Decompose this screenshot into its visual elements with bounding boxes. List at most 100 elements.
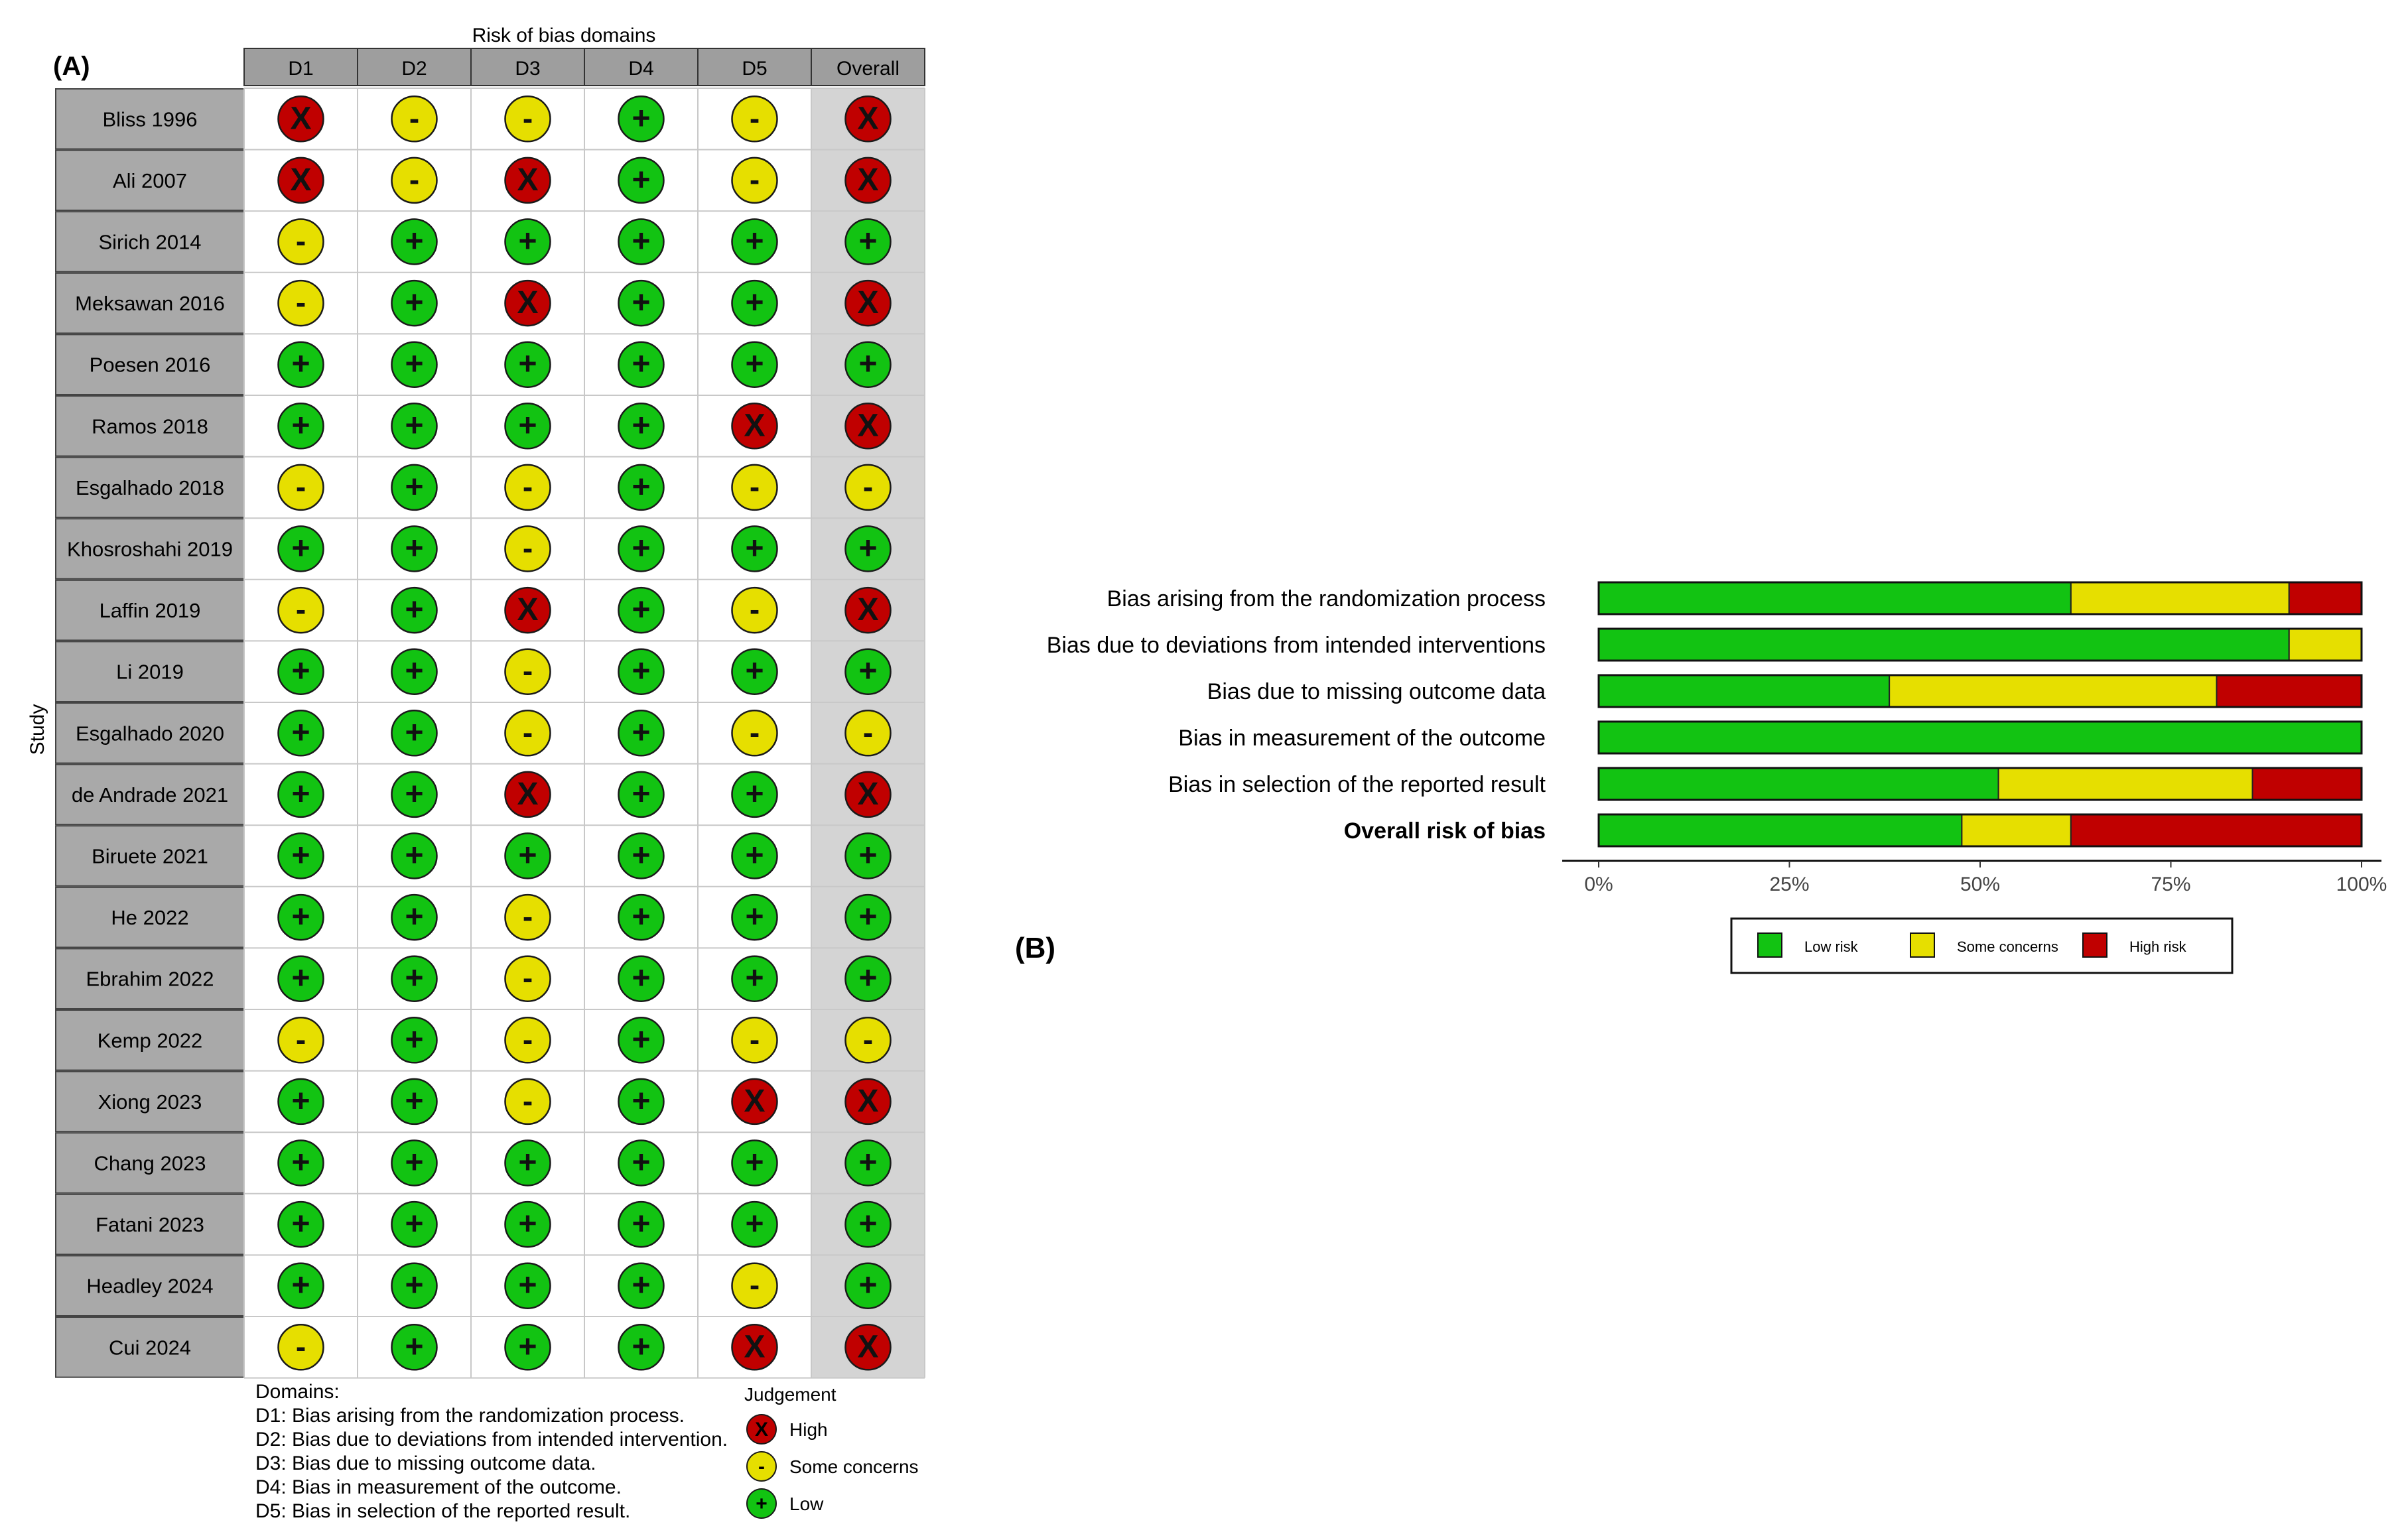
panel-b-label: (B): [1015, 932, 1055, 964]
judgement-low-marker: +: [618, 1200, 665, 1248]
judgement-circle: [391, 710, 438, 757]
study-label: Poesen 2016: [90, 353, 211, 377]
judgement-circle: [391, 157, 438, 204]
bar-category-label: Bias arising from the randomization proc…: [1107, 586, 1546, 611]
judgement-low-marker: +: [504, 1324, 551, 1371]
judgement-symbol: +: [518, 1329, 537, 1364]
judgement-high-marker: X: [844, 279, 892, 327]
judgement-circle: [277, 586, 324, 634]
legend-label-low-risk: Low risk: [1804, 938, 1859, 955]
judgement-symbol: X: [517, 285, 538, 320]
study-label: He 2022: [111, 906, 188, 929]
bar-segment-low-risk: [1598, 582, 2072, 615]
judgement-circle: [504, 710, 551, 757]
judgement-symbol: +: [632, 1084, 650, 1119]
domains-legend-title: Domains:: [255, 1381, 340, 1403]
study-row-cell: [55, 579, 245, 641]
judgement-circle: [504, 586, 551, 634]
judgement-symbol: +: [405, 1206, 423, 1242]
judgement-circle: [618, 157, 665, 204]
judgement-low-marker: +: [731, 893, 778, 941]
judgement-circle: [504, 893, 551, 941]
judgement-low-marker: +: [277, 893, 324, 941]
study-label: Laffin 2019: [100, 599, 201, 622]
judgement-symbol: -: [750, 101, 760, 135]
study-label: Meksawan 2016: [75, 292, 225, 315]
bar-category-label: Bias due to deviations from intended int…: [1047, 633, 1546, 658]
study-label: Khosroshahi 2019: [67, 538, 233, 561]
judgement-symbol: X: [744, 1084, 765, 1119]
judgement-some-marker: -: [504, 1078, 551, 1125]
judgement-high-marker: X: [731, 403, 778, 450]
domain-header-overall: Overall: [836, 58, 900, 80]
judgement-circle: [504, 1139, 551, 1187]
judgement-symbol: +: [291, 777, 310, 812]
judgement-low-marker: +: [844, 341, 892, 388]
legend-low-circle: [746, 1488, 777, 1519]
judgement-symbol: -: [296, 470, 306, 504]
judgement-symbol: +: [518, 1268, 537, 1303]
judgement-some-marker: -: [391, 157, 438, 204]
judgement-low-marker: +: [618, 893, 665, 941]
bar-legend-box: [1730, 917, 2234, 974]
judgement-circle: [731, 279, 778, 327]
x-tick-label: 50%: [1960, 873, 2000, 895]
judgement-symbol: +: [858, 654, 877, 689]
judgement-low-marker: +: [618, 955, 665, 1002]
legend-high-circle: [746, 1414, 777, 1444]
judgement-circle: [618, 586, 665, 634]
judgement-some-marker: -: [277, 464, 324, 511]
judgement-high-marker: X: [277, 157, 324, 204]
judgement-symbol: +: [745, 899, 764, 934]
judgement-high-marker: X: [844, 1078, 892, 1125]
judgement-circle: [277, 955, 324, 1002]
judgement-low-marker: +: [504, 218, 551, 265]
study-row-cell: [55, 149, 245, 212]
judgement-symbol: +: [291, 1145, 310, 1181]
judgement-circle: [391, 893, 438, 941]
judgement-legend-title: Judgement: [744, 1384, 836, 1405]
judgement-low-marker: +: [731, 525, 778, 572]
judgement-high-marker: X: [731, 1324, 778, 1371]
bar-segment-low-risk: [1598, 628, 2290, 661]
judgement-symbol: +: [405, 654, 423, 689]
judgement-circle: [504, 96, 551, 143]
judgement-circle: [277, 218, 324, 265]
judgement-symbol: -: [523, 531, 533, 566]
judgement-circle: [618, 1017, 665, 1064]
judgement-low-marker: +: [731, 218, 778, 265]
judgement-some-marker: -: [844, 710, 892, 757]
judgement-symbol: +: [745, 224, 764, 259]
judgement-circle: [391, 1139, 438, 1187]
judgement-symbol: +: [745, 531, 764, 566]
domain-header-cell-d3: [470, 48, 585, 86]
judgement-circle: [844, 1078, 892, 1125]
judgement-low-marker: +: [731, 1139, 778, 1187]
judgement-symbol: X: [857, 777, 878, 812]
judgement-circle: [391, 279, 438, 327]
judgement-circle: [277, 403, 324, 450]
judgement-circle: [844, 218, 892, 265]
judgement-circle: [391, 955, 438, 1002]
judgement-low-marker: +: [277, 1078, 324, 1125]
legend-some-label: Some concerns: [789, 1456, 919, 1477]
judgement-circle: [504, 525, 551, 572]
judgement-symbol: +: [518, 408, 537, 443]
judgement-low-marker: +: [391, 1200, 438, 1248]
judgement-low-marker: +: [277, 648, 324, 695]
study-row-cell: [55, 702, 245, 764]
study-label: de Andrade 2021: [72, 783, 228, 806]
judgement-symbol: +: [405, 838, 423, 873]
judgement-some-marker: -: [844, 1017, 892, 1064]
bar-segment-some-concerns: [1997, 767, 2253, 801]
bar-segment-low-risk: [1598, 767, 1999, 801]
judgement-symbol: +: [632, 1329, 650, 1364]
judgement-circle: [844, 96, 892, 143]
judgement-circle: [844, 832, 892, 879]
judgement-circle: [731, 710, 778, 757]
judgement-symbol: +: [291, 961, 310, 996]
judgement-symbol: +: [858, 1268, 877, 1303]
judgement-symbol: +: [405, 1268, 423, 1303]
judgement-symbol: +: [405, 592, 423, 627]
judgement-low-marker: +: [844, 1262, 892, 1309]
